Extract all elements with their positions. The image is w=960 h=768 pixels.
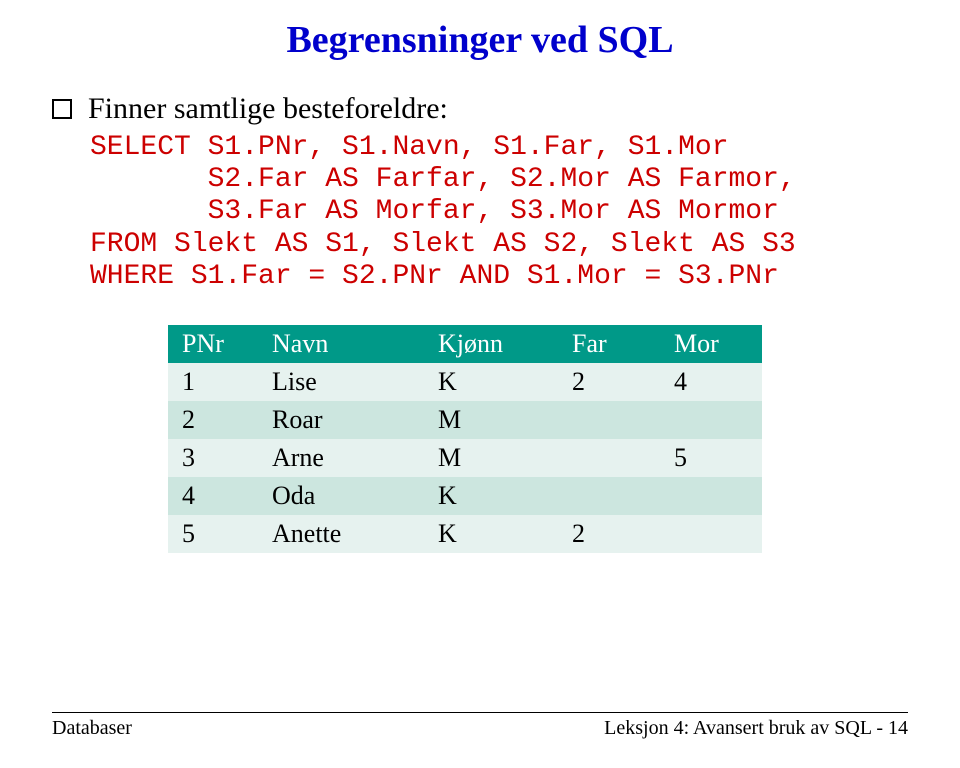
table-row: 5 Anette K 2 [168,515,762,553]
cell: K [424,477,558,515]
square-bullet-icon [52,99,72,119]
cell: 3 [168,439,258,477]
table-row: 4 Oda K [168,477,762,515]
slide-title: Begrensninger ved SQL [52,18,908,62]
footer-right: Leksjon 4: Avansert bruk av SQL - 14 [604,717,908,740]
cell: M [424,439,558,477]
cell: 2 [558,363,660,401]
col-header: Kjønn [424,325,558,363]
bullet-item: Finner samtlige besteforeldre: [52,92,908,126]
col-header: Far [558,325,660,363]
cell: Lise [258,363,424,401]
data-table-wrap: PNr Navn Kjønn Far Mor 1 Lise K 2 4 2 Ro [168,325,908,553]
footer: Databaser Leksjon 4: Avansert bruk av SQ… [52,712,908,740]
col-header: PNr [168,325,258,363]
cell: Anette [258,515,424,553]
footer-left: Databaser [52,717,132,740]
cell [660,515,762,553]
cell: M [424,401,558,439]
cell [660,477,762,515]
col-header: Navn [258,325,424,363]
cell: 1 [168,363,258,401]
table-row: 1 Lise K 2 4 [168,363,762,401]
cell: K [424,515,558,553]
cell: 4 [660,363,762,401]
sql-code: SELECT S1.PNr, S1.Navn, S1.Far, S1.Mor S… [90,132,908,293]
cell: Oda [258,477,424,515]
table-header-row: PNr Navn Kjønn Far Mor [168,325,762,363]
cell: Arne [258,439,424,477]
cell: K [424,363,558,401]
cell [558,401,660,439]
table-body: 1 Lise K 2 4 2 Roar M 3 Arne M [168,363,762,553]
code-line: SELECT S1.PNr, S1.Navn, S1.Far, S1.Mor [90,132,729,163]
cell: 4 [168,477,258,515]
code-line: FROM Slekt AS S1, Slekt AS S2, Slekt AS … [90,229,796,260]
cell [660,401,762,439]
cell [558,477,660,515]
col-header: Mor [660,325,762,363]
bullet-text: Finner samtlige besteforeldre: [88,92,448,126]
table-row: 3 Arne M 5 [168,439,762,477]
cell: 2 [168,401,258,439]
cell: 5 [660,439,762,477]
slide: Begrensninger ved SQL Finner samtlige be… [0,0,960,768]
code-line: WHERE S1.Far = S2.PNr AND S1.Mor = S3.PN… [90,261,779,292]
cell: Roar [258,401,424,439]
table-row: 2 Roar M [168,401,762,439]
cell: 5 [168,515,258,553]
code-line: S3.Far AS Morfar, S3.Mor AS Mormor [90,196,779,227]
code-line: S2.Far AS Farfar, S2.Mor AS Farmor, [90,164,796,195]
cell: 2 [558,515,660,553]
data-table: PNr Navn Kjønn Far Mor 1 Lise K 2 4 2 Ro [168,325,762,553]
cell [558,439,660,477]
